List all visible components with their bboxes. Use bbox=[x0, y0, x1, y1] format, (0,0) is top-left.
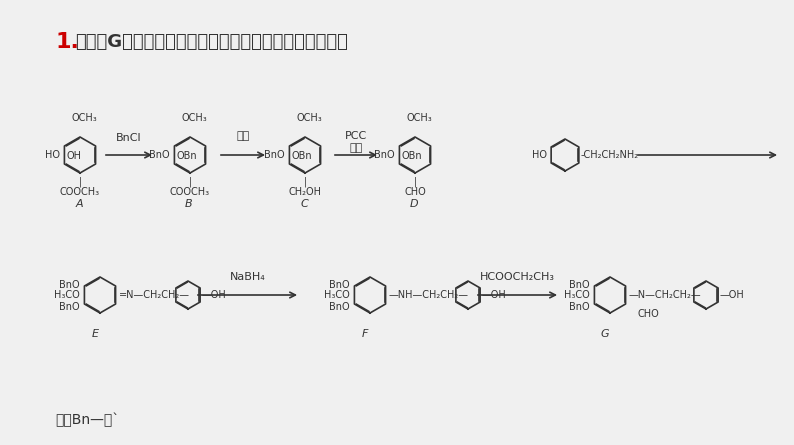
Text: HO: HO bbox=[45, 150, 60, 160]
Text: PCC: PCC bbox=[345, 131, 367, 141]
Text: CHO: CHO bbox=[404, 187, 426, 197]
Text: D: D bbox=[410, 199, 418, 209]
Text: BnO: BnO bbox=[330, 280, 350, 290]
Text: BnO: BnO bbox=[60, 302, 80, 312]
Text: COOCH₃: COOCH₃ bbox=[60, 187, 100, 197]
Text: CH₂OH: CH₂OH bbox=[288, 187, 322, 197]
Text: OCH₃: OCH₃ bbox=[71, 113, 97, 123]
Text: —OH: —OH bbox=[202, 290, 227, 300]
Text: BnCl: BnCl bbox=[116, 133, 142, 143]
Text: NaBH₄: NaBH₄ bbox=[229, 272, 265, 282]
Text: —OH: —OH bbox=[720, 290, 745, 300]
Text: 化合物G可作为阿尔茨海默症的药物，其合成路线如下：: 化合物G可作为阿尔茨海默症的药物，其合成路线如下： bbox=[75, 33, 348, 51]
Text: BnO: BnO bbox=[149, 150, 170, 160]
Text: BnO: BnO bbox=[569, 280, 590, 290]
Text: BnO: BnO bbox=[569, 302, 590, 312]
Text: |: | bbox=[414, 176, 417, 186]
Text: E: E bbox=[91, 329, 98, 339]
Text: —NH—CH₂CH₂—: —NH—CH₂CH₂— bbox=[389, 290, 469, 300]
Text: |: | bbox=[303, 176, 306, 186]
Text: 1.: 1. bbox=[55, 32, 79, 52]
Text: F: F bbox=[362, 329, 368, 339]
Text: OBn: OBn bbox=[402, 151, 422, 161]
Text: |: | bbox=[79, 176, 82, 186]
Text: BnO: BnO bbox=[375, 150, 395, 160]
Text: =N—CH₂CH₂—: =N—CH₂CH₂— bbox=[119, 290, 190, 300]
Text: COOCH₃: COOCH₃ bbox=[170, 187, 210, 197]
Text: |: | bbox=[188, 176, 191, 186]
Text: OBn: OBn bbox=[291, 151, 312, 161]
Text: OBn: OBn bbox=[176, 151, 197, 161]
Text: 氧化: 氧化 bbox=[349, 143, 363, 153]
Text: G: G bbox=[601, 329, 609, 339]
Text: C: C bbox=[300, 199, 308, 209]
Text: B: B bbox=[185, 199, 193, 209]
Text: OCH₃: OCH₃ bbox=[296, 113, 322, 123]
Text: HCOOCH₂CH₃: HCOOCH₂CH₃ bbox=[480, 272, 555, 282]
Text: BnO: BnO bbox=[60, 280, 80, 290]
Text: H₃CO: H₃CO bbox=[54, 290, 80, 300]
Text: OCH₃: OCH₃ bbox=[406, 113, 432, 123]
Text: OCH₃: OCH₃ bbox=[181, 113, 207, 123]
Text: CHO: CHO bbox=[637, 309, 659, 319]
Text: H₃CO: H₃CO bbox=[324, 290, 350, 300]
Text: A: A bbox=[75, 199, 83, 209]
Text: 注：Bn—为`: 注：Bn—为` bbox=[55, 413, 119, 427]
Text: —N—CH₂CH₂—: —N—CH₂CH₂— bbox=[629, 290, 702, 300]
Text: OH: OH bbox=[67, 151, 82, 161]
Text: -CH₂CH₂NH₂: -CH₂CH₂NH₂ bbox=[581, 150, 639, 160]
Text: HO: HO bbox=[532, 150, 547, 160]
Text: —OH: —OH bbox=[482, 290, 507, 300]
Text: 还原: 还原 bbox=[237, 131, 249, 141]
Text: BnO: BnO bbox=[264, 150, 285, 160]
Text: BnO: BnO bbox=[330, 302, 350, 312]
Text: H₃CO: H₃CO bbox=[565, 290, 590, 300]
